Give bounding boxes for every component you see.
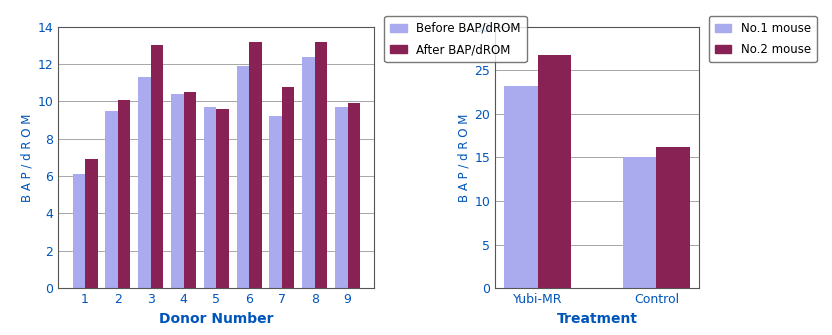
Bar xyxy=(236,66,249,288)
Bar xyxy=(348,103,360,288)
Bar xyxy=(302,57,314,288)
Bar xyxy=(216,109,229,288)
Bar xyxy=(504,86,537,288)
Bar xyxy=(656,147,690,288)
Bar xyxy=(623,157,656,288)
Bar xyxy=(314,42,327,288)
Bar xyxy=(537,55,571,288)
Bar xyxy=(106,111,118,288)
Y-axis label: B A P / d R O M: B A P / d R O M xyxy=(20,113,33,202)
Bar xyxy=(270,116,282,288)
Bar xyxy=(151,46,163,288)
Bar xyxy=(85,159,97,288)
Bar xyxy=(138,77,151,288)
Bar xyxy=(204,107,216,288)
Bar xyxy=(118,99,131,288)
X-axis label: Treatment: Treatment xyxy=(557,312,637,326)
Legend: No.1 mouse, No.2 mouse: No.1 mouse, No.2 mouse xyxy=(709,16,817,62)
Bar xyxy=(282,86,295,288)
Bar xyxy=(184,92,196,288)
Legend: Before BAP/dROM, After BAP/dROM: Before BAP/dROM, After BAP/dROM xyxy=(384,16,527,62)
Bar xyxy=(335,107,348,288)
Y-axis label: B A P / d R O M: B A P / d R O M xyxy=(457,113,470,202)
Bar xyxy=(171,94,184,288)
Bar xyxy=(249,42,261,288)
X-axis label: Donor Number: Donor Number xyxy=(159,312,274,326)
Bar xyxy=(72,174,85,288)
